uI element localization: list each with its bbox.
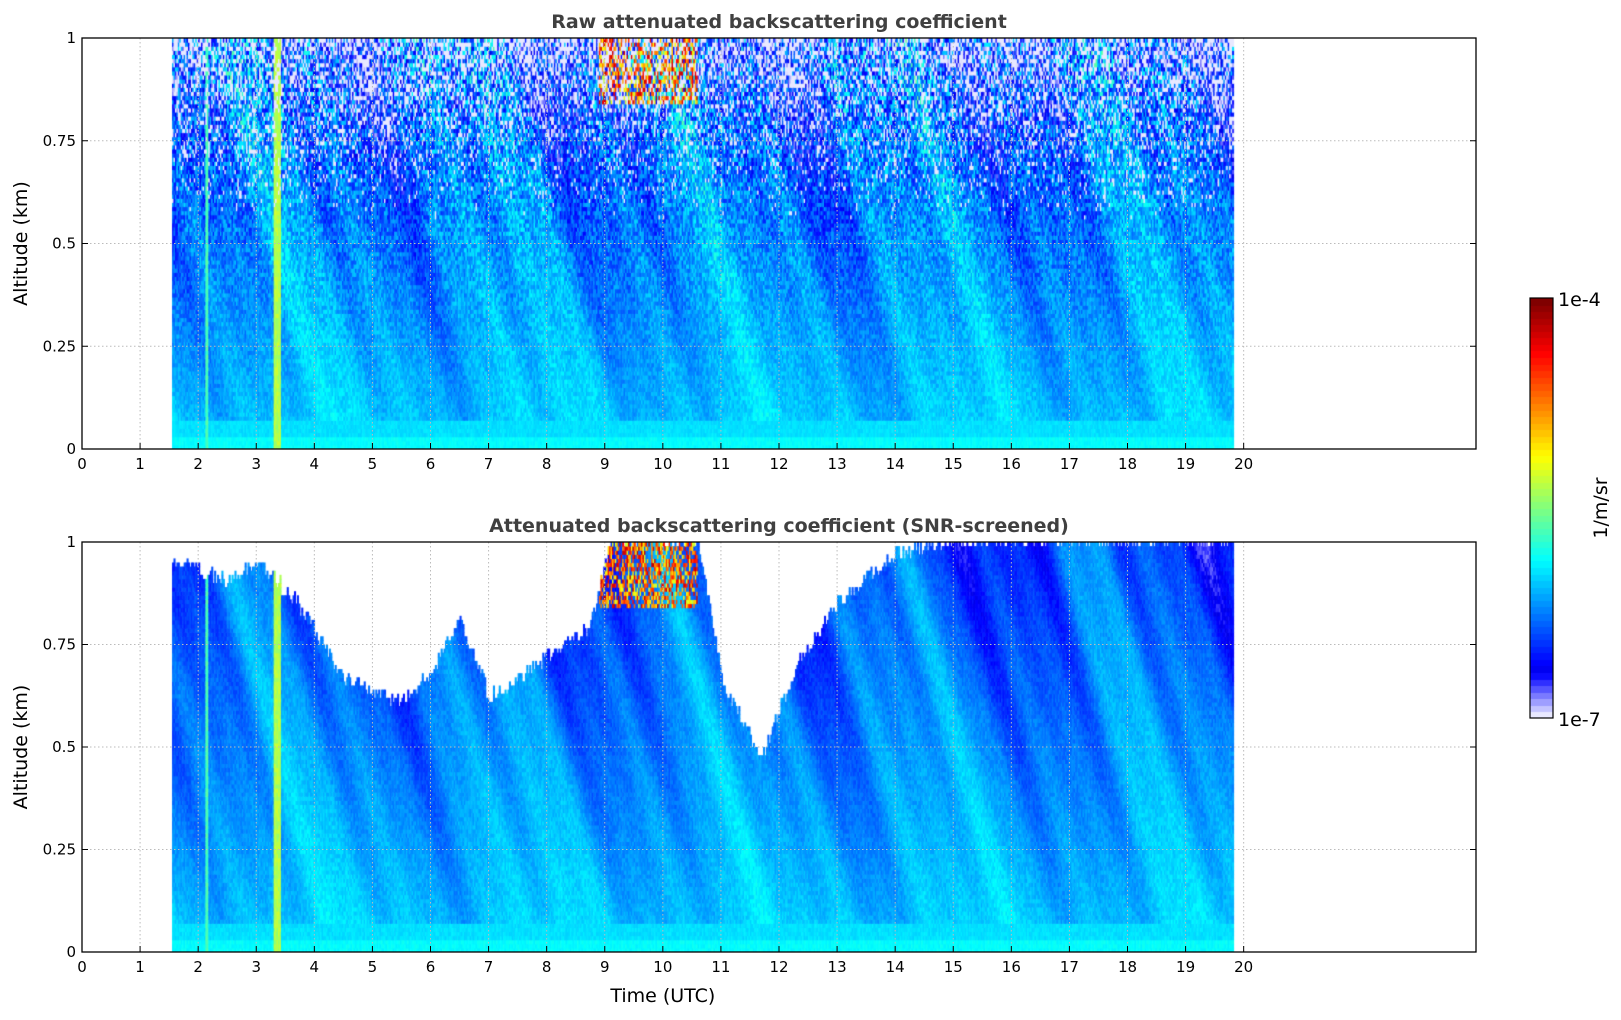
plot-frame	[81, 541, 1477, 953]
x-tick-label: 15	[944, 455, 963, 473]
x-tick-label: 12	[769, 958, 788, 976]
chart-title: Attenuated backscattering coefficient (S…	[489, 515, 1069, 537]
x-tick-label: 6	[426, 455, 436, 473]
x-tick-label: 20	[1234, 455, 1253, 473]
x-tick-label: 4	[310, 455, 320, 473]
colorbar-min-label: 1e-7	[1558, 709, 1601, 731]
x-tick-label: 18	[1118, 455, 1137, 473]
x-tick-label: 13	[828, 958, 847, 976]
chart-title: Raw attenuated backscattering coefficien…	[551, 11, 1007, 33]
y-tick-label: 0	[66, 943, 76, 961]
x-tick-label: 4	[310, 958, 320, 976]
x-tick-label: 8	[542, 958, 552, 976]
colorbar-label: 1/m/sr	[1590, 477, 1612, 538]
x-tick-label: 7	[484, 958, 494, 976]
y-tick-label: 0.75	[43, 132, 76, 150]
x-tick-label: 12	[769, 455, 788, 473]
x-tick-label: 0	[77, 958, 87, 976]
colorbar-frame	[1529, 297, 1554, 719]
y-tick-label: 0.5	[52, 235, 76, 253]
x-tick-label: 17	[1060, 455, 1079, 473]
y-tick-label: 0	[66, 440, 76, 458]
y-axis-label: Altitude (km)	[10, 685, 32, 810]
x-tick-label: 3	[251, 958, 261, 976]
colorbar-gradient	[1530, 298, 1553, 718]
x-tick-label: 16	[1002, 455, 1021, 473]
x-tick-label: 3	[251, 455, 261, 473]
x-tick-label: 20	[1234, 958, 1253, 976]
x-tick-label: 11	[711, 455, 730, 473]
x-tick-label: 18	[1118, 958, 1137, 976]
y-tick-label: 1	[66, 533, 76, 551]
x-tick-label: 16	[1002, 958, 1021, 976]
y-axis-label: Altitude (km)	[10, 181, 32, 306]
x-tick-label: 6	[426, 958, 436, 976]
x-tick-label: 19	[1176, 455, 1195, 473]
x-tick-label: 19	[1176, 958, 1195, 976]
x-tick-label: 7	[484, 455, 494, 473]
x-tick-label: 5	[368, 958, 378, 976]
y-tick-label: 1	[66, 29, 76, 47]
x-tick-label: 10	[653, 455, 672, 473]
x-tick-label: 9	[600, 455, 610, 473]
x-tick-label: 17	[1060, 958, 1079, 976]
x-tick-label: 11	[711, 958, 730, 976]
y-tick-label: 0.25	[43, 337, 76, 355]
x-tick-label: 15	[944, 958, 963, 976]
x-tick-label: 14	[886, 455, 905, 473]
plot-frame	[81, 37, 1477, 450]
x-tick-label: 1	[135, 958, 145, 976]
x-tick-label: 10	[653, 958, 672, 976]
x-tick-label: 5	[368, 455, 378, 473]
x-axis-label: Time (UTC)	[609, 985, 715, 1007]
x-tick-label: 2	[193, 455, 203, 473]
x-tick-label: 9	[600, 958, 610, 976]
x-tick-label: 1	[135, 455, 145, 473]
x-tick-label: 13	[828, 455, 847, 473]
y-tick-label: 0.75	[43, 636, 76, 654]
colorbar-max-label: 1e-4	[1558, 289, 1601, 311]
y-tick-label: 0.5	[52, 738, 76, 756]
y-tick-label: 0.25	[43, 841, 76, 859]
x-tick-label: 14	[886, 958, 905, 976]
x-tick-label: 2	[193, 958, 203, 976]
x-tick-label: 0	[77, 455, 87, 473]
x-tick-label: 8	[542, 455, 552, 473]
